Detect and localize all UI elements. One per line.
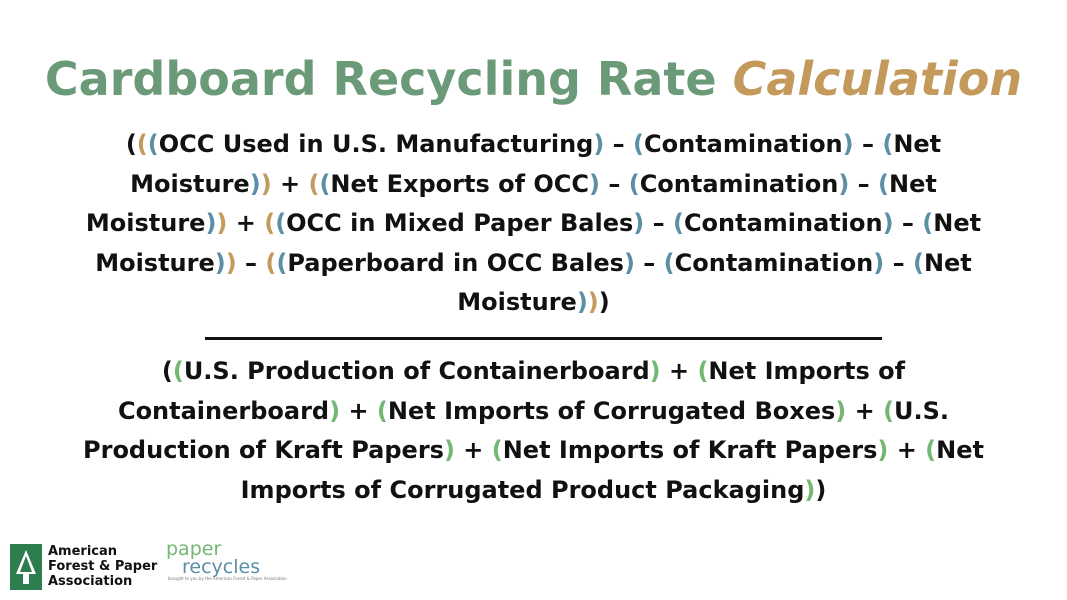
term: Contamination: [644, 130, 843, 158]
bracket: (: [147, 130, 159, 158]
fraction-bar: [205, 337, 882, 340]
afpa-logo: American Forest & Paper Association: [10, 544, 157, 594]
term: +: [340, 396, 377, 425]
afpa-line: Association: [48, 574, 133, 589]
term: +: [454, 436, 492, 464]
term: +: [660, 357, 698, 385]
term: Contamination: [674, 248, 874, 277]
afpa-line: Forest & Paper: [48, 559, 158, 574]
bracket: ): [593, 130, 605, 158]
term: +: [888, 436, 926, 464]
bracket: ): [842, 130, 854, 158]
bracket: ): [443, 436, 455, 464]
term: Net Moisture: [457, 248, 972, 317]
paper-recycles-logo: paper recycles brought to you by the Ame…: [166, 538, 287, 582]
term: Net Imports of Containerboard: [117, 357, 906, 425]
bracket: ): [589, 169, 600, 198]
bracket: (: [878, 169, 889, 198]
bracket: ): [623, 248, 635, 277]
bracket: (: [697, 357, 709, 385]
logo-tagline: brought to you by the American Forest & …: [168, 576, 287, 581]
term: –: [600, 169, 629, 198]
bracket: (: [265, 248, 277, 277]
bracket: (: [883, 396, 895, 425]
bracket: (: [633, 130, 644, 158]
bracket: (: [275, 209, 287, 237]
bracket: ): [877, 436, 889, 464]
bracket: ): [216, 209, 228, 237]
bracket: (: [308, 169, 320, 198]
title-main: Cardboard Recycling Rate: [44, 52, 717, 106]
term: OCC Used in U.S. Manufacturing: [158, 130, 594, 158]
term: Net Imports of Corrugated Product Packag…: [240, 436, 984, 504]
bracket: ): [873, 248, 885, 277]
term: Net Moisture: [95, 209, 982, 277]
title: Cardboard Recycling Rate Calculation: [0, 52, 1067, 106]
term: +: [227, 209, 265, 237]
term: (: [125, 130, 137, 158]
bracket: (: [319, 169, 331, 198]
bracket: (: [276, 248, 288, 277]
term: –: [853, 130, 883, 158]
bracket: (: [376, 396, 388, 425]
bracket: (: [172, 357, 184, 385]
bracket: ): [205, 209, 217, 237]
term: Paperboard in OCC Bales: [287, 248, 624, 277]
term: –: [849, 169, 879, 198]
bracket: (: [925, 436, 937, 464]
term: Net Imports of Corrugated Boxes: [387, 396, 836, 425]
title-accent: Calculation: [732, 52, 1023, 106]
term: –: [893, 209, 923, 237]
bracket: (: [628, 169, 640, 198]
bracket: ): [649, 357, 661, 385]
bracket: ): [882, 209, 894, 237]
term: Net Moisture: [85, 169, 937, 238]
term: ): [598, 288, 610, 316]
term: ): [815, 475, 827, 504]
bracket: (: [264, 209, 276, 237]
term: –: [236, 248, 266, 277]
bracket: ): [225, 248, 237, 277]
bracket: (: [672, 209, 684, 237]
bracket: (: [663, 248, 675, 277]
bracket: ): [249, 169, 261, 198]
term: +: [846, 396, 884, 425]
bracket: ): [838, 169, 850, 198]
bracket: (: [491, 436, 503, 464]
bracket: ): [804, 475, 816, 504]
bracket: ): [587, 288, 599, 316]
term: Contamination: [639, 169, 839, 198]
term: Net Exports of OCC: [330, 169, 590, 198]
afpa-line: American: [48, 544, 118, 559]
bracket: ): [576, 288, 588, 316]
term: Contamination: [683, 209, 883, 237]
bracket: (: [912, 248, 924, 277]
term: OCC in Mixed Paper Bales: [286, 209, 634, 237]
logo-bottom: recycles: [182, 556, 261, 578]
term: –: [604, 130, 634, 158]
bracket: (: [882, 130, 894, 158]
bracket: ): [260, 169, 272, 198]
logo-top: paper: [166, 538, 222, 560]
bracket: ): [214, 248, 226, 277]
term: U.S. Production of Containerboard: [183, 357, 650, 385]
term: Net Moisture: [130, 130, 942, 198]
bracket: ): [835, 396, 847, 425]
term: –: [884, 248, 913, 277]
numerator: (((OCC Used in U.S. Manufacturing) – (Co…: [60, 125, 1007, 323]
term: –: [644, 209, 673, 237]
term: –: [634, 248, 664, 277]
term: U.S. Production of Kraft Papers: [83, 396, 950, 465]
term: +: [271, 169, 309, 198]
bracket: (: [136, 130, 148, 158]
bracket: (: [922, 209, 934, 237]
denominator: ((U.S. Production of Containerboard) + (…: [70, 352, 997, 510]
bracket: ): [329, 396, 341, 425]
bracket: ): [633, 209, 645, 237]
tree-icon: [10, 544, 42, 590]
term: Net Imports of Kraft Papers: [502, 436, 878, 464]
term: (: [161, 357, 173, 385]
